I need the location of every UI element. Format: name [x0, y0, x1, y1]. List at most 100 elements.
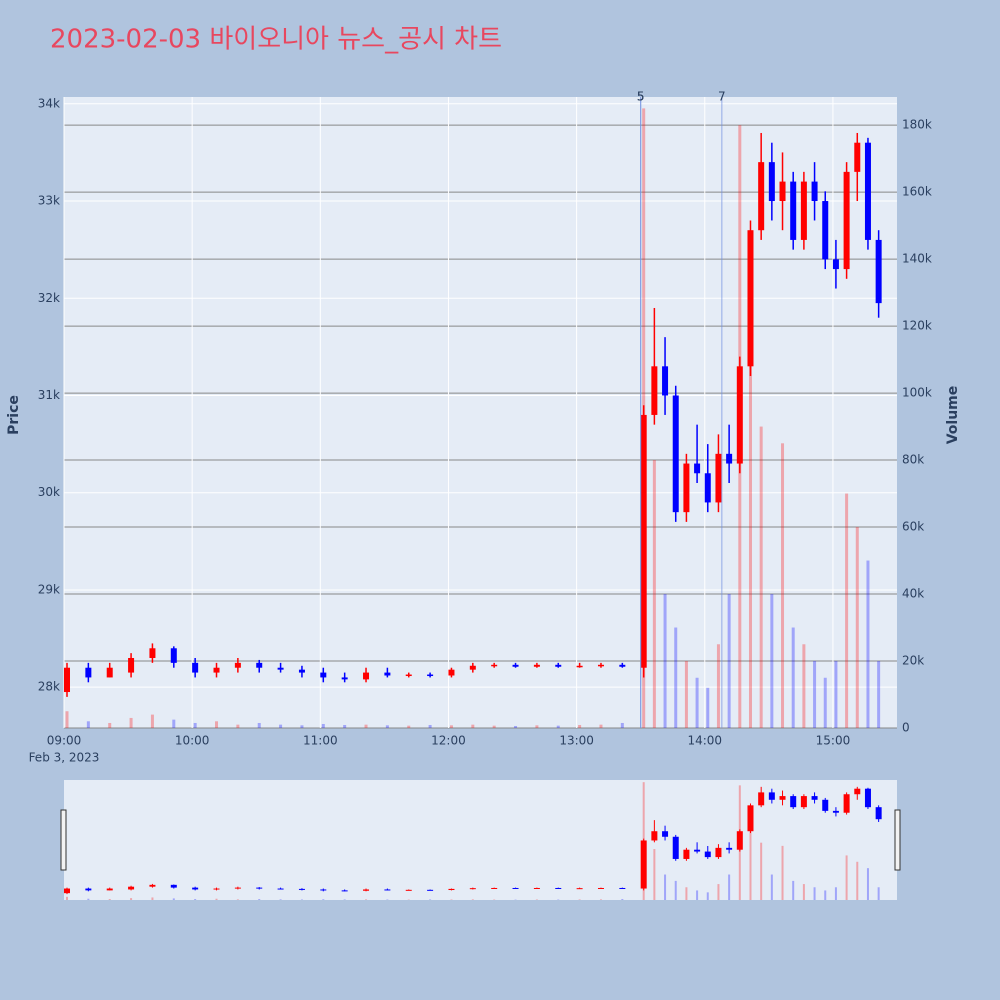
- y2-tick-label: 20k: [902, 654, 924, 668]
- slider-volume-bar: [215, 898, 218, 900]
- volume-bar: [108, 722, 112, 728]
- candle-body: [715, 453, 722, 503]
- candle-body: [736, 366, 743, 464]
- y-tick-label: 32k: [38, 291, 60, 305]
- slider-volume-bar: [664, 874, 667, 900]
- slider-candle-body: [736, 831, 743, 850]
- slider-volume-bar: [696, 890, 699, 900]
- volume-bar: [695, 677, 699, 728]
- candle-body: [491, 664, 498, 667]
- slider-volume-bar: [365, 899, 368, 900]
- candle-body: [469, 665, 476, 670]
- slider-candle-body: [811, 796, 818, 800]
- slider-volume-bar: [717, 884, 720, 900]
- slider-handle[interactable]: [894, 809, 901, 871]
- candle-body: [128, 657, 135, 673]
- volume-bar: [65, 711, 69, 728]
- slider-volume-bar: [621, 899, 624, 900]
- candle-body: [843, 171, 850, 270]
- volume-bar: [300, 725, 304, 728]
- slider-candle-body: [875, 807, 882, 820]
- slider-candle-body: [85, 888, 92, 891]
- volume-bar: [716, 644, 720, 728]
- slider-candle-body: [363, 889, 370, 891]
- volume-bar: [86, 721, 90, 728]
- candle-body: [758, 162, 765, 231]
- slider-candle-body: [192, 887, 199, 890]
- volume-bar: [279, 724, 283, 728]
- candle-body: [864, 142, 871, 240]
- volume-bar: [813, 661, 817, 728]
- candle-body: [512, 664, 519, 667]
- volume-bar: [823, 677, 827, 728]
- y2-tick-label: 60k: [902, 520, 924, 534]
- slider-volume-bar: [685, 887, 688, 900]
- slider-candle-body: [662, 831, 669, 837]
- slider-candle-body: [106, 888, 113, 891]
- volume-bar: [514, 725, 518, 728]
- candle-body: [726, 453, 733, 464]
- slider-volume-bar: [172, 898, 175, 900]
- slider-candle-body: [384, 889, 391, 891]
- slider-candle-body: [320, 889, 327, 891]
- y2-axis-title: Volume: [945, 386, 961, 445]
- slider-handle[interactable]: [60, 809, 67, 871]
- slider-candle-body: [277, 888, 284, 890]
- candle-body: [790, 181, 797, 240]
- y2-tick-label: 0: [902, 721, 910, 735]
- x-tick-label: 13:00: [559, 734, 594, 748]
- x-tick-label: 12:00: [431, 734, 466, 748]
- candle-body: [694, 463, 701, 474]
- volume-bar: [471, 724, 475, 728]
- slider-candle-body: [672, 836, 679, 859]
- volume-bar: [129, 717, 133, 728]
- volume-bar: [556, 725, 560, 728]
- slider-candle-body: [640, 840, 647, 889]
- volume-bar: [599, 724, 603, 728]
- slider-volume-bar: [813, 887, 816, 900]
- slider-candle-body: [469, 888, 476, 890]
- candle-body: [170, 648, 177, 663]
- x-tick-label: 15:00: [816, 734, 851, 748]
- slider-candle-body: [533, 887, 540, 889]
- x-tick-label: 09:00: [47, 734, 82, 748]
- slider-volume-bar: [760, 842, 763, 900]
- slider-candle-body: [715, 847, 722, 858]
- volume-bar: [385, 725, 389, 728]
- annotation-text: 5: [637, 90, 645, 104]
- slider-volume-bar: [258, 899, 261, 900]
- slider-volume-bar: [322, 899, 325, 900]
- candle-body: [576, 665, 583, 668]
- candle-body: [256, 662, 263, 668]
- slider-candle-body: [651, 831, 658, 841]
- slider-volume-bar: [706, 892, 709, 900]
- candle-body: [683, 463, 690, 513]
- volume-bar: [706, 687, 710, 728]
- slider-candle-body: [864, 788, 871, 808]
- slider-volume-bar: [578, 899, 581, 900]
- slider-candle-body: [234, 887, 241, 889]
- candle-body: [405, 674, 412, 677]
- slider-volume-bar: [108, 899, 111, 900]
- volume-bar: [578, 724, 582, 728]
- candle-body: [85, 667, 92, 678]
- slider-volume-bar: [781, 845, 784, 900]
- slider-volume-bar: [151, 897, 154, 900]
- candle-body: [779, 181, 786, 202]
- slider-candle-body: [576, 888, 583, 890]
- volume-bar: [845, 493, 849, 728]
- y-tick-label: 30k: [38, 485, 60, 499]
- slider-candle-body: [555, 887, 562, 889]
- candle-body: [234, 662, 241, 668]
- slider-candle-body: [768, 792, 775, 800]
- annotation-text: 7: [718, 90, 726, 104]
- slider-volume-bar: [471, 899, 474, 900]
- layer: 28k 29k 30k 31k 32k 33k 34k 0 20k 40k 60k 80k 100k 12…: [38, 90, 932, 900]
- volume-bar: [877, 661, 881, 728]
- volume-bar: [781, 443, 785, 728]
- volume-bar: [791, 627, 795, 728]
- volume-bar: [535, 725, 539, 728]
- slider-volume-bar: [770, 874, 773, 900]
- candle-body: [213, 667, 220, 673]
